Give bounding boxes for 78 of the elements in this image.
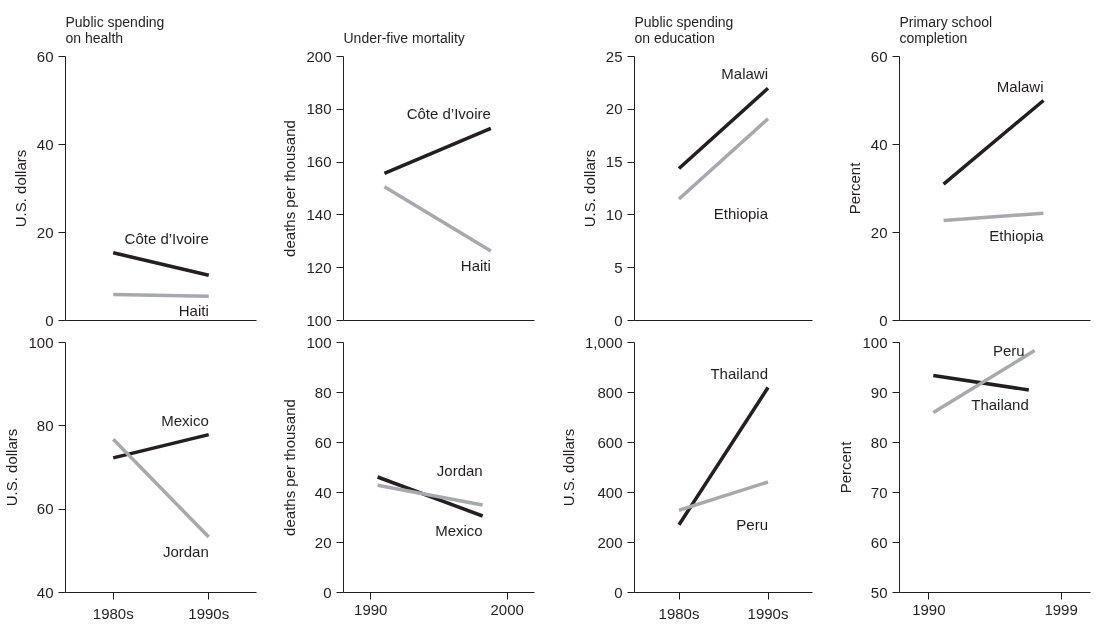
y-tick-label: 60 [36, 500, 54, 518]
y-tick-label: 0 [614, 583, 623, 601]
x-tick-label: 1990s [747, 604, 789, 622]
y-tick-label: 1,000 [584, 333, 623, 351]
y-axis-title: deaths per thousand [281, 120, 299, 257]
series-label: Jordan [162, 543, 209, 561]
y-axis-title: U.S. dollars [3, 428, 21, 507]
y-tick-label: 40 [314, 483, 332, 501]
y-tick-label: 100 [862, 333, 888, 351]
series-label: Mexico [161, 411, 209, 429]
y-tick-label: 20 [870, 223, 888, 241]
y-tick-label: 20 [314, 533, 332, 551]
y-tick-label: 140 [306, 205, 332, 223]
x-tick-label: 1980s [658, 604, 700, 622]
y-tick-label: 80 [870, 433, 888, 451]
y-tick-label: 15 [605, 153, 623, 171]
y-tick-label: 90 [870, 383, 888, 401]
y-tick-label: 600 [597, 433, 623, 451]
series-label: Côte d’Ivoire [406, 105, 491, 123]
y-tick-label: 800 [597, 383, 623, 401]
y-axis-title: U.S. dollars [11, 149, 29, 228]
y-tick-label: 400 [597, 483, 623, 501]
y-tick-label: 20 [605, 100, 623, 118]
series-label: Peru [736, 516, 768, 534]
y-axis-title: deaths per thousand [281, 399, 299, 536]
chart-title: Public spending on education [634, 13, 734, 46]
x-tick-label: 1990s [188, 604, 230, 622]
y-tick-label: 60 [36, 47, 54, 65]
y-tick-label: 60 [314, 433, 332, 451]
y-tick-label: 5 [614, 258, 623, 276]
y-axis-title: U.S. dollars [580, 149, 598, 228]
y-tick-label: 40 [36, 583, 54, 601]
y-tick-label: 40 [870, 135, 888, 153]
x-tick-label: 1999 [1044, 600, 1078, 618]
chart-title: Under-five mortality [343, 29, 465, 46]
series-label: Jordan [436, 462, 483, 480]
y-tick-label: 0 [45, 311, 54, 329]
y-axis-title: U.S. dollars [559, 428, 577, 507]
y-tick-label: 0 [614, 311, 623, 329]
y-tick-label: 100 [306, 311, 332, 329]
series-label: Haiti [178, 302, 209, 320]
series-label: Haiti [460, 257, 491, 275]
y-tick-label: 60 [870, 533, 888, 551]
y-tick-label: 0 [323, 583, 332, 601]
y-tick-label: 80 [314, 383, 332, 401]
chart-title: Primary school completion [899, 13, 993, 46]
x-tick-label: 2000 [490, 600, 524, 618]
y-tick-label: 160 [306, 153, 332, 171]
series-label: Mexico [435, 522, 483, 539]
series-label: Thailand [710, 364, 769, 382]
y-tick-label: 50 [870, 583, 888, 601]
y-axis-title: Percent [845, 161, 863, 215]
y-tick-label: 40 [36, 135, 54, 153]
y-tick-label: 25 [605, 47, 623, 65]
y-tick-label: 70 [870, 483, 888, 501]
y-tick-label: 80 [36, 416, 54, 434]
x-tick-label: 1990 [354, 600, 388, 618]
y-tick-label: 20 [36, 223, 54, 241]
y-tick-label: 120 [306, 258, 332, 276]
series-label: Ethiopia [989, 226, 1045, 244]
y-tick-label: 200 [597, 533, 623, 551]
series-label: Malawi [721, 65, 769, 83]
series-label: Thailand [971, 396, 1029, 413]
series-label: Malawi [996, 77, 1044, 95]
series-label: Ethiopia [713, 205, 769, 223]
series-label: Côte d’Ivoire [124, 229, 209, 247]
chart-title: Public spending on health [65, 13, 165, 46]
y-tick-label: 100 [28, 333, 54, 351]
y-tick-label: 100 [306, 333, 332, 351]
x-tick-label: 1990 [912, 600, 946, 618]
y-tick-label: 200 [306, 47, 332, 65]
x-tick-label: 1980s [92, 604, 134, 622]
series-label: Peru [992, 342, 1025, 359]
y-tick-label: 180 [306, 100, 332, 118]
y-tick-label: 60 [870, 47, 888, 65]
y-axis-title: Percent [837, 440, 855, 494]
y-tick-label: 0 [879, 311, 888, 329]
y-tick-label: 10 [605, 205, 623, 223]
